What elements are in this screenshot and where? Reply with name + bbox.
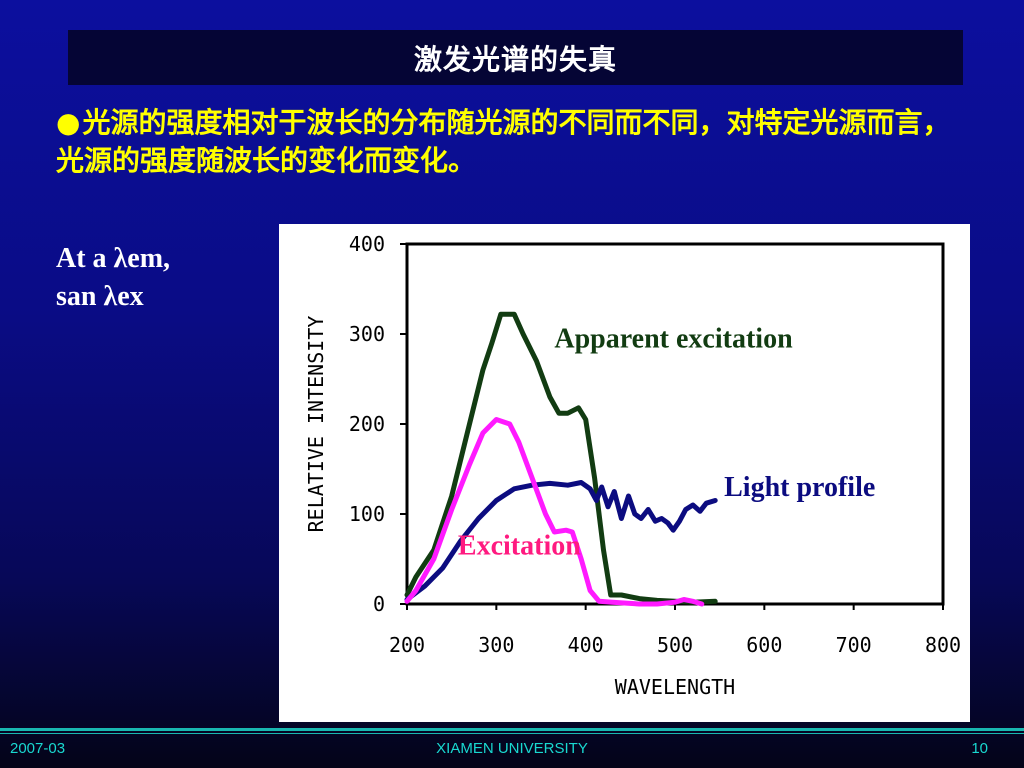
- apparent-excitation-line: [404, 311, 718, 605]
- footer-rule-thin: [0, 733, 1024, 734]
- x-tick-label: 700: [836, 633, 872, 657]
- footer-rule-thick: [0, 728, 1024, 731]
- x-tick-label: 600: [746, 633, 782, 657]
- series-annotation: Excitation: [458, 531, 581, 562]
- x-tick-label: 500: [657, 633, 693, 657]
- side-note: At a λem, san λex: [56, 240, 170, 316]
- chart-panel: 200 300 400 500 600 700 800 0 100 200 300 400 Appa…: [279, 224, 970, 722]
- excitation-line: [404, 417, 705, 607]
- spectrum-chart: 200 300 400 500 600 700 800 0 100 200 300 400 Appa…: [304, 232, 961, 699]
- y-tick-label: 200: [349, 412, 385, 436]
- y-tick-label: 300: [349, 322, 385, 346]
- light-profile-line: [404, 480, 718, 602]
- y-axis-label: RELATIVE INTENSITY: [304, 316, 328, 533]
- bullet-text: 光源的强度相对于波长的分布随光源的不同而不同，对特定光源而言，光源的强度随波长的…: [56, 106, 951, 177]
- side-note-line-1: At a λem,: [56, 243, 171, 274]
- x-tick-label: 400: [568, 633, 604, 657]
- bullet-marker: ●: [56, 106, 81, 139]
- x-tick-label: 200: [389, 633, 425, 657]
- footer-date: 2007-03: [10, 740, 66, 757]
- side-note-line-2: san λex: [56, 281, 144, 312]
- footer-page-number: 10: [971, 740, 988, 757]
- y-axis-ticks: 0 100 200 300 400: [349, 232, 407, 616]
- y-tick-label: 400: [349, 232, 385, 256]
- series-layer: [404, 311, 718, 607]
- y-tick-label: 100: [349, 502, 385, 526]
- series-annotation: Light profile: [724, 472, 875, 503]
- bullet-paragraph: ●光源的强度相对于波长的分布随光源的不同而不同，对特定光源而言，光源的强度随波长…: [56, 104, 956, 180]
- x-tick-label: 800: [925, 633, 961, 657]
- series-annotation: Apparent excitation: [554, 324, 793, 355]
- title-bar: 激发光谱的失真: [68, 30, 963, 85]
- annotation-layer: Apparent excitation Light profile Excitati…: [458, 324, 875, 562]
- x-tick-label: 300: [478, 633, 514, 657]
- footer-org: XIAMEN UNIVERSITY: [436, 740, 588, 757]
- x-axis-ticks: 200 300 400 500 600 700 800: [389, 604, 961, 657]
- x-axis-label: WAVELENGTH: [615, 675, 735, 699]
- slide-title: 激发光谱的失真: [413, 42, 617, 76]
- y-tick-label: 0: [373, 592, 385, 616]
